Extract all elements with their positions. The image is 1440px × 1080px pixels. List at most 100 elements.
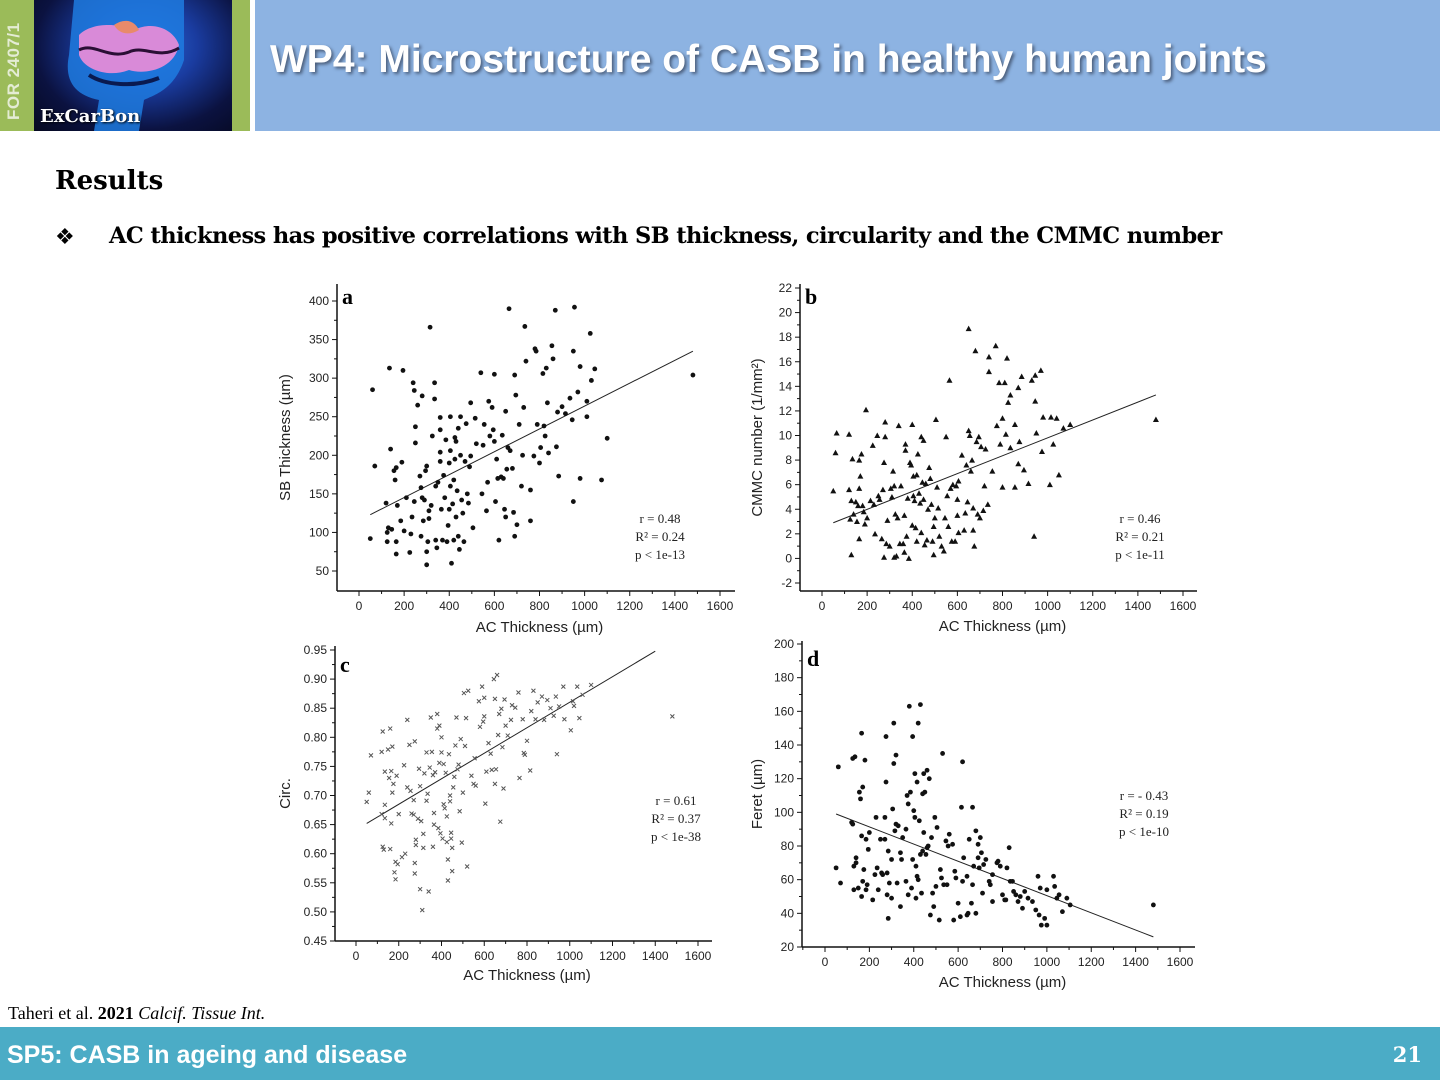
data-point — [512, 533, 518, 539]
data-point — [1010, 878, 1015, 884]
data-point — [967, 468, 974, 474]
data-point — [1040, 414, 1047, 420]
data-point — [966, 432, 973, 438]
data-point — [848, 551, 855, 558]
data-point — [466, 500, 471, 506]
data-point — [835, 764, 841, 770]
data-point — [1011, 421, 1018, 427]
data-point — [492, 781, 498, 787]
data-point — [923, 536, 930, 543]
data-point — [910, 734, 916, 739]
data-point — [989, 468, 996, 474]
data-point — [855, 885, 861, 891]
data-point — [927, 475, 934, 482]
data-point — [551, 713, 557, 719]
x-tick-label: 200 — [857, 599, 877, 613]
data-point — [874, 865, 880, 871]
data-point — [940, 751, 945, 756]
data-point — [1030, 899, 1035, 904]
data-point — [367, 536, 373, 541]
data-point — [936, 533, 943, 539]
data-point — [478, 370, 484, 376]
data-point — [479, 491, 485, 497]
data-point — [865, 846, 871, 852]
x-tick-label: 1400 — [1125, 599, 1152, 613]
data-point — [533, 348, 539, 354]
data-point — [931, 514, 938, 521]
data-point — [432, 380, 437, 386]
project-id-strip: FOR 2407/1 — [0, 0, 34, 131]
stat-annotation: R² = 0.21 — [1115, 529, 1164, 544]
data-point — [909, 522, 916, 528]
data-point — [985, 368, 992, 375]
data-point — [437, 415, 443, 420]
x-tick-label: 1200 — [1078, 955, 1105, 969]
data-point — [921, 771, 927, 777]
y-tick-label: 0.80 — [304, 730, 328, 744]
x-axis-label: AC Thickness (µm) — [476, 619, 604, 636]
data-point — [964, 873, 970, 879]
data-point — [477, 724, 483, 730]
data-point — [878, 535, 885, 542]
data-point — [372, 463, 378, 469]
data-point — [464, 491, 470, 497]
data-point — [450, 501, 456, 507]
x-tick-label: 400 — [431, 949, 451, 963]
footer-label: SP5: CASB in ageing and disease — [7, 1041, 408, 1069]
data-point — [428, 715, 434, 720]
data-point — [493, 766, 499, 772]
data-point — [512, 372, 518, 378]
y-tick-label: 60 — [781, 873, 795, 887]
x-tick-label: 1000 — [1034, 599, 1061, 613]
data-point — [366, 790, 372, 795]
data-point — [883, 779, 889, 785]
data-point — [1060, 425, 1067, 431]
data-point — [416, 766, 422, 772]
data-point — [932, 814, 938, 820]
data-point — [905, 801, 911, 807]
data-point — [510, 466, 515, 471]
data-point — [914, 450, 921, 457]
data-point — [893, 552, 900, 559]
data-point — [481, 422, 487, 427]
data-point — [503, 408, 509, 414]
data-point — [540, 371, 546, 376]
data-point — [892, 828, 898, 834]
data-point — [891, 720, 897, 726]
data-point — [575, 389, 581, 395]
data-point — [1004, 355, 1011, 361]
data-point — [981, 482, 988, 489]
y-tick-label: 40 — [781, 906, 795, 920]
data-point — [447, 448, 453, 454]
data-point — [1032, 372, 1039, 378]
data-point — [509, 702, 515, 708]
data-point — [553, 694, 559, 699]
data-point — [538, 445, 544, 450]
data-point — [860, 878, 866, 884]
data-point — [955, 477, 962, 484]
data-point — [880, 872, 886, 878]
bullet-point-text: AC thickness has positive correlations w… — [109, 223, 1222, 249]
data-point — [391, 781, 396, 787]
data-point — [447, 414, 453, 420]
data-point — [599, 477, 604, 483]
x-tick-label: 1000 — [1034, 955, 1061, 969]
data-point — [417, 783, 423, 789]
data-point — [441, 761, 446, 767]
data-point — [401, 762, 407, 768]
scatter-panel-c: 0 200 400 600 800 1000 1200 1400 1600 0.45 0.50 0.5… — [277, 643, 712, 984]
data-point — [859, 894, 865, 899]
data-point — [484, 769, 489, 774]
data-point — [393, 465, 399, 471]
data-point — [519, 483, 524, 489]
data-point — [544, 697, 550, 703]
data-point — [909, 421, 916, 427]
data-point — [1044, 887, 1050, 893]
data-point — [984, 501, 991, 507]
data-point — [921, 541, 928, 548]
x-axis-label: AC Thickness (µm) — [463, 967, 591, 984]
data-point — [415, 402, 421, 408]
y-tick-label: 80 — [781, 839, 795, 853]
data-point — [954, 512, 961, 518]
data-point — [446, 506, 452, 512]
